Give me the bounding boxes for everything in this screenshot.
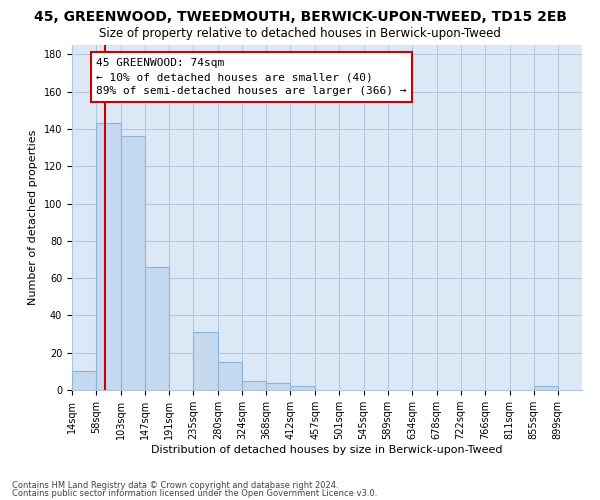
Bar <box>290 386 315 390</box>
Text: 45, GREENWOOD, TWEEDMOUTH, BERWICK-UPON-TWEED, TD15 2EB: 45, GREENWOOD, TWEEDMOUTH, BERWICK-UPON-… <box>34 10 566 24</box>
Y-axis label: Number of detached properties: Number of detached properties <box>28 130 38 305</box>
X-axis label: Distribution of detached houses by size in Berwick-upon-Tweed: Distribution of detached houses by size … <box>151 445 503 455</box>
Text: Contains HM Land Registry data © Crown copyright and database right 2024.: Contains HM Land Registry data © Crown c… <box>12 480 338 490</box>
Text: Size of property relative to detached houses in Berwick-upon-Tweed: Size of property relative to detached ho… <box>99 28 501 40</box>
Bar <box>533 386 558 390</box>
Bar <box>266 382 290 390</box>
Text: Contains public sector information licensed under the Open Government Licence v3: Contains public sector information licen… <box>12 489 377 498</box>
Bar <box>96 124 121 390</box>
Bar <box>121 136 145 390</box>
Bar <box>193 332 218 390</box>
Bar <box>218 362 242 390</box>
Bar <box>242 380 266 390</box>
Bar <box>145 267 169 390</box>
Text: 45 GREENWOOD: 74sqm
← 10% of detached houses are smaller (40)
89% of semi-detach: 45 GREENWOOD: 74sqm ← 10% of detached ho… <box>96 58 407 96</box>
Bar <box>72 372 96 390</box>
